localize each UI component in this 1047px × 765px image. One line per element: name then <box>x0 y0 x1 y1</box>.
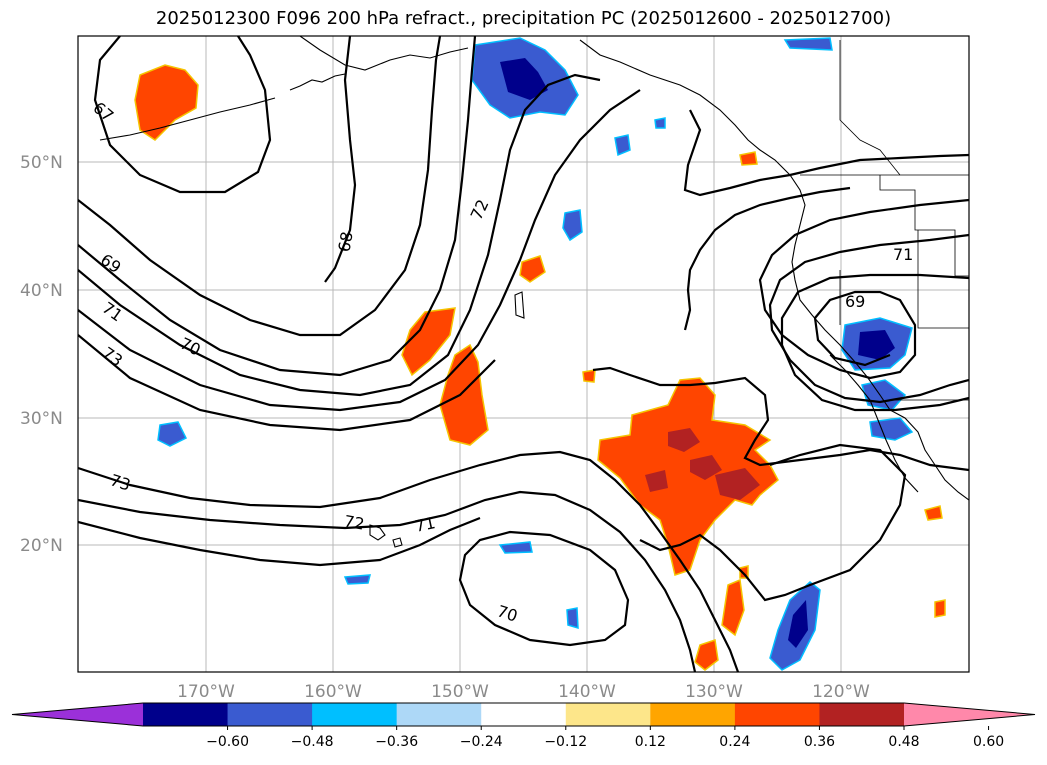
lat-label: 40°N <box>20 281 63 301</box>
lat-label: 20°N <box>20 536 63 556</box>
lon-label: 130°W <box>685 682 743 702</box>
map-frame <box>77 35 970 673</box>
contour-label: 72 <box>343 511 366 533</box>
contour-label: 71 <box>413 513 437 536</box>
colorbar-extend-low <box>12 703 143 726</box>
longitude-labels: 170°W 160°W 150°W 140°W 130°W 120°W <box>177 682 870 702</box>
lat-label: 50°N <box>20 153 63 173</box>
colorbar-segment <box>227 703 313 726</box>
precip-negative <box>157 37 914 671</box>
colorbar-segment <box>819 703 905 726</box>
lon-label: 160°W <box>304 682 362 702</box>
colorbar-tick-label: 0.60 <box>973 734 1004 750</box>
colorbar-segment <box>734 703 820 726</box>
colorbar-tick-label: 0.36 <box>804 734 835 750</box>
refractivity-contours <box>78 36 969 672</box>
colorbar-segment <box>481 703 567 726</box>
colorbar-segment <box>396 703 482 726</box>
map-title: 2025012300 F096 200 hPa refract., precip… <box>155 8 892 29</box>
colorbar-tick-label: 0.12 <box>635 734 666 750</box>
colorbar-tick-label: −0.24 <box>460 734 503 750</box>
precip-positive <box>134 64 946 671</box>
colorbar-outline <box>11 702 1036 727</box>
latitude-labels: 50°N 40°N 30°N 20°N <box>20 153 63 556</box>
lat-label: 30°N <box>20 409 63 429</box>
colorbar-segment <box>650 703 736 726</box>
contour-label: 68 <box>334 230 356 253</box>
colorbar-tick-label: 0.24 <box>719 734 750 750</box>
colorbar-tick-label: −0.36 <box>375 734 418 750</box>
colorbar-extend-high <box>904 703 1035 726</box>
contour-label: 69 <box>845 292 865 311</box>
colorbar-tick-label: −0.60 <box>206 734 249 750</box>
lon-label: 170°W <box>177 682 235 702</box>
colorbar-segment <box>143 703 229 726</box>
colorbar-segment <box>565 703 651 726</box>
lon-label: 150°W <box>431 682 489 702</box>
contour-label: 71 <box>893 245 913 264</box>
colorbar-segment <box>312 703 398 726</box>
colorbar-tick-label: 0.48 <box>888 734 919 750</box>
colorbar-tick-label: −0.48 <box>291 734 334 750</box>
colorbar-tick-label: −0.12 <box>544 734 587 750</box>
lon-label: 120°W <box>812 682 870 702</box>
lon-label: 140°W <box>558 682 616 702</box>
map-area <box>78 36 969 672</box>
colorbar: −0.60 −0.48 −0.36 −0.24 −0.12 0.12 0.24 0.36 0.4… <box>11 702 1036 750</box>
